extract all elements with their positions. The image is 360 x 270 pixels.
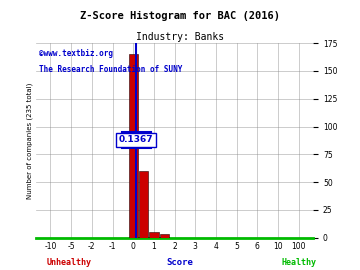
Text: Healthy: Healthy <box>282 258 317 267</box>
Text: ©www.textbiz.org: ©www.textbiz.org <box>39 49 113 58</box>
Text: Unhealthy: Unhealthy <box>47 258 92 267</box>
Y-axis label: Number of companies (235 total): Number of companies (235 total) <box>27 82 33 199</box>
Text: Industry: Banks: Industry: Banks <box>136 32 224 42</box>
Text: Z-Score Histogram for BAC (2016): Z-Score Histogram for BAC (2016) <box>80 11 280 21</box>
Text: The Research Foundation of SUNY: The Research Foundation of SUNY <box>39 65 182 74</box>
Bar <box>129 54 138 238</box>
Bar <box>159 234 169 238</box>
Text: Score: Score <box>167 258 193 267</box>
Bar <box>149 232 158 238</box>
Text: 0.1367: 0.1367 <box>119 135 153 144</box>
Bar <box>139 171 148 238</box>
